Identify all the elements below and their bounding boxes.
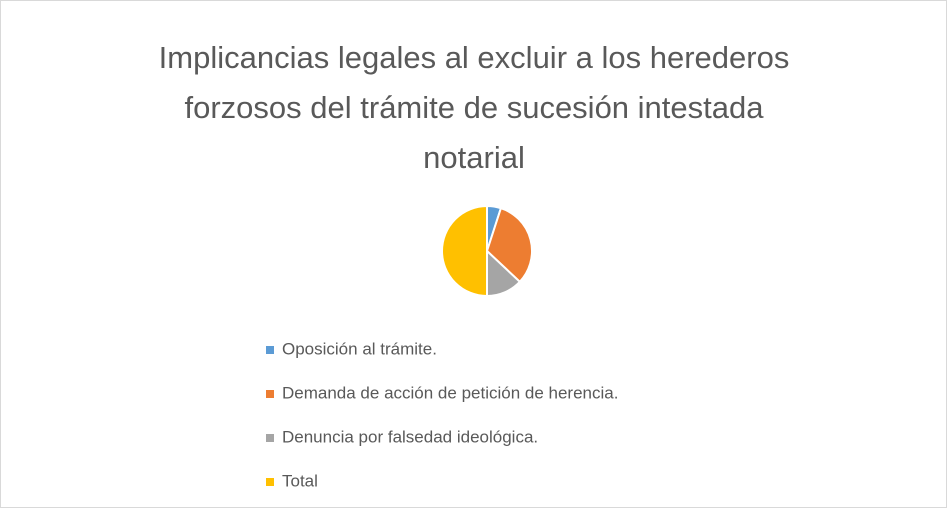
legend-label: Oposición al trámite.	[282, 339, 437, 358]
pie-slice	[441, 204, 488, 298]
chart-title: forzosos del trámite de sucesión intesta…	[185, 90, 765, 125]
legend-label: Demanda de acción de petición de herenci…	[282, 383, 618, 402]
legend-swatch	[266, 390, 274, 398]
pie-slice	[485, 206, 533, 284]
legend-swatch	[266, 346, 274, 354]
legend-swatch	[266, 478, 274, 486]
legend-label: Denuncia por falsedad ideológica.	[282, 427, 538, 446]
legend-label: Total	[282, 471, 318, 490]
legend-swatch	[266, 434, 274, 442]
chart-title: Implicancias legales al excluir a los he…	[159, 40, 790, 75]
chart-title: notarial	[423, 140, 525, 175]
